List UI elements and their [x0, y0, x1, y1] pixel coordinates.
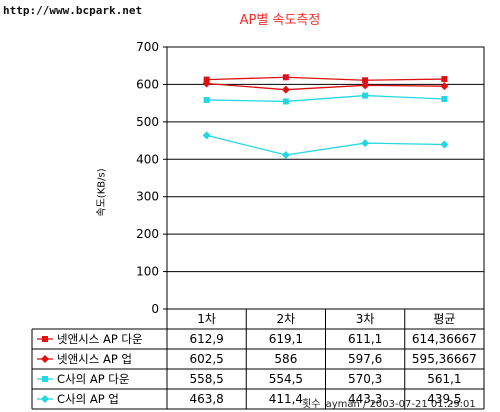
data-point	[282, 74, 289, 81]
legend-marker	[42, 336, 48, 342]
data-point	[203, 96, 210, 103]
data-point	[440, 140, 449, 149]
data-point	[361, 139, 370, 148]
table-cell-value: 570,3	[348, 372, 382, 386]
data-point	[282, 98, 289, 105]
y-tick-label: 300	[136, 190, 159, 204]
series-line	[206, 76, 445, 81]
table-cell-value: 595,36667	[412, 352, 477, 366]
y-tick-label: 500	[136, 115, 159, 129]
table-cell-value: 558,5	[189, 372, 223, 386]
data-point	[361, 81, 370, 90]
x-axis-label: 횟수	[302, 399, 321, 410]
series-line	[206, 134, 445, 156]
legend-label: C사의 AP 업	[57, 392, 119, 406]
y-tick-label: 200	[136, 227, 159, 241]
table-cell-value: 561,1	[427, 372, 461, 386]
table-cell-value: 614,36667	[412, 332, 477, 346]
table-cell-value: 554,5	[269, 372, 303, 386]
table-cell-value: 443,3	[348, 392, 382, 406]
table-cell-value: 602,5	[189, 352, 223, 366]
table-cell-value: 463,8	[189, 392, 223, 406]
legend-label: 넷앤시스 AP 업	[57, 352, 132, 366]
plot-area	[167, 47, 484, 309]
y-tick-label: 600	[136, 77, 159, 91]
x-category-label: 평균	[433, 312, 455, 326]
legend-marker	[41, 355, 49, 363]
x-category-label: 2차	[277, 312, 296, 326]
table-cell-value: 619,1	[269, 332, 303, 346]
table-cell-value: 586	[274, 352, 297, 366]
y-tick-label: 0	[151, 302, 159, 316]
table-cell-value: 439,5	[427, 392, 461, 406]
data-point	[281, 85, 290, 94]
legend-label: C사의 AP 다운	[57, 372, 129, 386]
legend-marker	[41, 395, 49, 403]
x-category-label: 1차	[197, 312, 216, 326]
table-cell-value: 611,1	[348, 332, 382, 346]
y-tick-label: 700	[136, 40, 159, 54]
data-point	[441, 95, 448, 102]
chart-footer: 횟수 ayman / 2003-07-21 01:29:01	[302, 395, 497, 410]
table-cell-value: 612,9	[189, 332, 223, 346]
watermark-url: http://www.bcpark.net	[3, 4, 143, 17]
series-line	[206, 94, 445, 103]
data-point	[202, 131, 211, 140]
data-point	[362, 92, 369, 99]
data-point	[202, 79, 211, 88]
legend-marker	[42, 376, 48, 382]
x-category-label: 3차	[356, 312, 375, 326]
chart-title: AP별 속도측정	[239, 13, 321, 28]
table-cell-value: 597,6	[348, 352, 382, 366]
data-point	[441, 76, 448, 83]
table-cell-value: 411,4	[269, 392, 303, 406]
series-line	[206, 82, 445, 91]
data-point	[362, 77, 369, 84]
data-point	[281, 151, 290, 160]
y-tick-label: 400	[136, 152, 159, 166]
y-tick-label: 100	[136, 265, 159, 279]
credit-text: ayman / 2003-07-21 01:29:01	[325, 399, 476, 410]
data-point	[440, 82, 449, 91]
legend-label: 넷앤시스 AP 다운	[57, 332, 143, 346]
